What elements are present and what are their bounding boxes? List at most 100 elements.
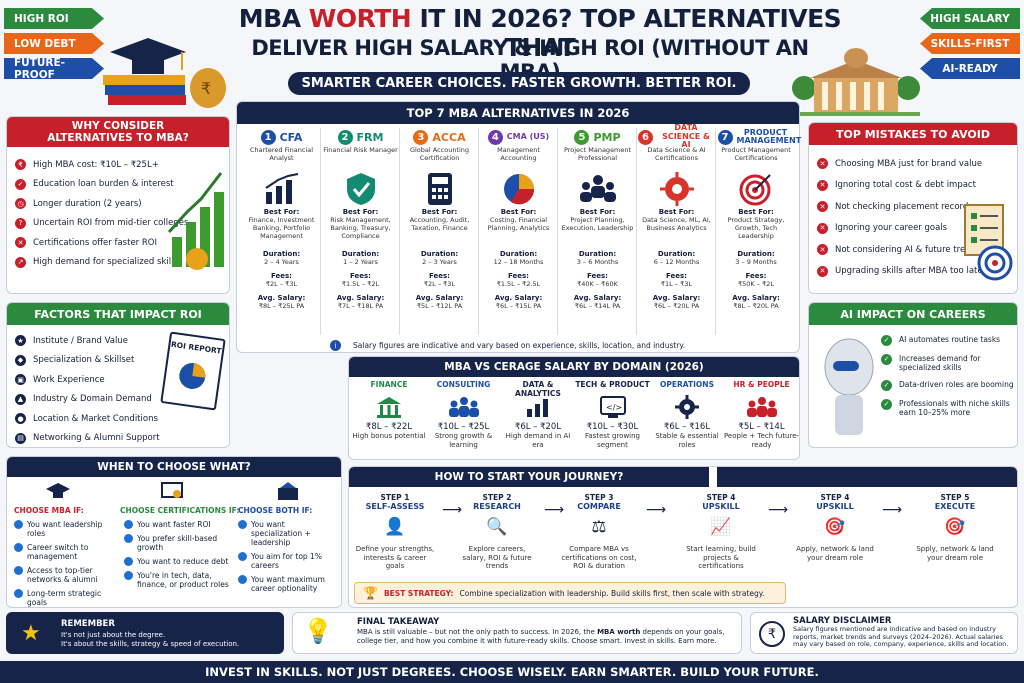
domain-item: FINANCE ₹8L – ₹22L High bonus potential <box>351 380 427 441</box>
step-name: EXECUTE <box>934 502 976 511</box>
salary-value: ₹5L – ₹12L PA <box>416 302 463 310</box>
step-name: COMPARE <box>577 502 621 511</box>
choose-mba-list: You want leadership roles Career switch … <box>14 520 114 612</box>
step-name: UPSKILL <box>816 502 854 511</box>
journey-step: STEP 4 UPSKILL 📈 Start learning, build proj… <box>680 493 762 571</box>
salary-value: ₹6L – ₹15L PA <box>495 302 542 310</box>
tag-ai-ready: AI-READY <box>920 58 1020 79</box>
domain-item: TECH & PRODUCT </> ₹10L – ₹30L Fastest grow… <box>575 380 651 449</box>
step-name: UPSKILL <box>702 502 740 511</box>
fees-value: ₹40K – ₹60K <box>577 280 618 288</box>
list-item: ✓ Data-driven roles are booming <box>881 380 1015 391</box>
best-for-label: Best For: <box>421 208 458 216</box>
duration-label: Duration: <box>262 250 301 258</box>
mistakes-panel: TOP MISTAKES TO AVOID ✕ Choosing MBA just… <box>808 122 1018 294</box>
duration-label: Duration: <box>499 250 538 258</box>
alternative-card: 1 CFA Chartered Financial Analyst Best For:… <box>243 128 321 335</box>
fees-value: ₹1.5L – ₹2.5L <box>496 280 541 288</box>
factors-title: FACTORS THAT IMPACT ROI <box>7 303 229 325</box>
domain-desc: High bonus potential <box>352 432 426 440</box>
domain-desc: Fastest growing segment <box>585 432 640 449</box>
final-takeaway: 💡 FINAL TAKEAWAY MBA is still valuable –… <box>292 612 742 654</box>
list-item: You want leadership roles <box>14 520 114 538</box>
list-item: ↗ High demand for specialized skills <box>7 253 229 273</box>
list-item: ● Location & Market Conditions <box>7 409 229 429</box>
alternative-card: 2 FRM Financial Risk Manager Best For: Risk … <box>322 128 400 335</box>
card-subtitle: Financial Risk Manager <box>323 146 398 154</box>
best-for-label: Best For: <box>500 208 537 216</box>
domain-desc: Stable & essential roles <box>655 432 719 449</box>
best-for-value: Accounting, Audit, Taxation, Finance <box>409 216 470 232</box>
fees-value: ₹2L – ₹3L <box>423 280 456 288</box>
choose-panel: WHEN TO CHOOSE WHAT? <box>6 456 342 608</box>
choose-title: WHEN TO CHOOSE WHAT? <box>7 457 341 477</box>
domain-desc: High demand in AI era <box>505 432 571 449</box>
card-subtitle: Data Science & AI Certifications <box>647 146 706 162</box>
svg-text:₹: ₹ <box>201 79 211 98</box>
trophy-icon: 🏆 <box>363 586 378 600</box>
salary-note: i Salary figures are indicative and vary … <box>330 340 780 351</box>
remember-box: ★ REMEMBER It's not just about the degre… <box>6 612 284 654</box>
arrow-right-icon: ⟶ <box>768 502 789 518</box>
domain-name: FINANCE <box>370 380 408 389</box>
bar-chart-icon <box>243 170 320 208</box>
domain-name: OPERATIONS <box>660 380 714 389</box>
step-name: RESEARCH <box>473 502 521 511</box>
best-for-value: Finance, Investment Banking, Portfolio M… <box>248 216 315 240</box>
salary-value: ₹7L – ₹18L PA <box>337 302 384 310</box>
list-item: ▤ Networking & Alumni Support <box>7 429 229 448</box>
salary-label: Avg. Salary: <box>652 294 701 302</box>
journey-step: STEP 5 EXECUTE 🎯 Spply, network & land your… <box>914 493 996 562</box>
page-title: MBA WORTH IT IN 2026? TOP ALTERNATIVES T… <box>238 4 842 62</box>
list-item: ✓ AI automates routine tasks <box>881 335 1015 346</box>
list-item: ✕ Ignoring your career goals <box>809 218 1017 240</box>
step-number: STEP 5 <box>940 493 970 502</box>
fees-label: Fees: <box>429 272 450 280</box>
card-subtitle: Management Accounting <box>497 146 540 162</box>
card-subtitle: Project Management Professional <box>563 146 632 162</box>
domain-salary: ₹10L – ₹25L <box>437 422 490 432</box>
duration-value: 2 – 3 Years <box>422 258 457 266</box>
arrow-right-icon: ⟶ <box>646 502 667 518</box>
list-item: ✕ Choosing MBA just for brand value <box>809 153 1017 175</box>
list-item: ◆ Specialization & Skillset <box>7 351 229 371</box>
domain-item: OPERATIONS ₹6L – ₹16L Stable & essential r… <box>649 380 725 449</box>
choose-cert: CHOOSE CERTIFICATIONS IF: <box>120 506 240 515</box>
duration-label: Duration: <box>341 250 380 258</box>
graduation-cap-icon <box>46 483 70 498</box>
fees-label: Fees: <box>745 272 767 280</box>
salary-label: Avg. Salary: <box>415 294 464 302</box>
duration-value: 3 – 9 Months <box>735 258 777 266</box>
card-subtitle: Chartered Financial Analyst <box>249 146 314 162</box>
list-item: You prefer skill-based growth <box>124 534 230 552</box>
best-for-label: Best For: <box>579 208 616 216</box>
list-item: You're in tech, data, finance, or produc… <box>124 571 230 589</box>
list-item: Career switch to management <box>14 543 114 561</box>
journey-step: STEP 3 COMPARE ⚖ Compare MBA vs certificati… <box>558 493 640 571</box>
fees-label: Fees: <box>350 272 371 280</box>
fees-value: ₹1.5L – ₹2L <box>341 280 380 288</box>
domain-name: CONSULTING <box>436 380 491 389</box>
target-icon <box>717 170 795 208</box>
tag-future-proof: FUTURE-PROOF <box>4 58 104 79</box>
journey-step: STEP 2 RESEARCH 🔍 Explore careers, salary, … <box>456 493 538 571</box>
fees-value: ₹2L – ₹3L <box>265 280 298 288</box>
graduation-books-icon: ₹ <box>103 38 226 108</box>
arrow-right-icon: ⟶ <box>882 502 903 518</box>
duration-value: 12 – 18 Months <box>493 258 544 266</box>
university-building-icon <box>792 48 920 116</box>
info-icon: i <box>330 340 341 351</box>
lightbulb-icon: 💡 <box>303 617 333 645</box>
list-item: ₹ High MBA cost: ₹10L – ₹25L+ <box>7 155 229 175</box>
combined-icon <box>278 482 298 500</box>
best-for-label: Best For: <box>738 208 774 216</box>
domain-salary: ₹8L – ₹22L <box>365 422 413 432</box>
list-item: ? Uncertain ROI from mid-tier colleges <box>7 214 229 234</box>
best-strategy: 🏆 BEST STRATEGY: Combine specialization w… <box>354 582 786 604</box>
growth-icon: 📈 <box>710 517 732 537</box>
domain-desc: People + Tech future-ready <box>723 432 800 449</box>
star-icon: ★ <box>21 621 41 646</box>
list-item: Long-term strategic goals <box>14 589 114 607</box>
mistakes-title: TOP MISTAKES TO AVOID <box>809 123 1017 145</box>
domain-desc: Strong growth & learning <box>434 432 493 449</box>
